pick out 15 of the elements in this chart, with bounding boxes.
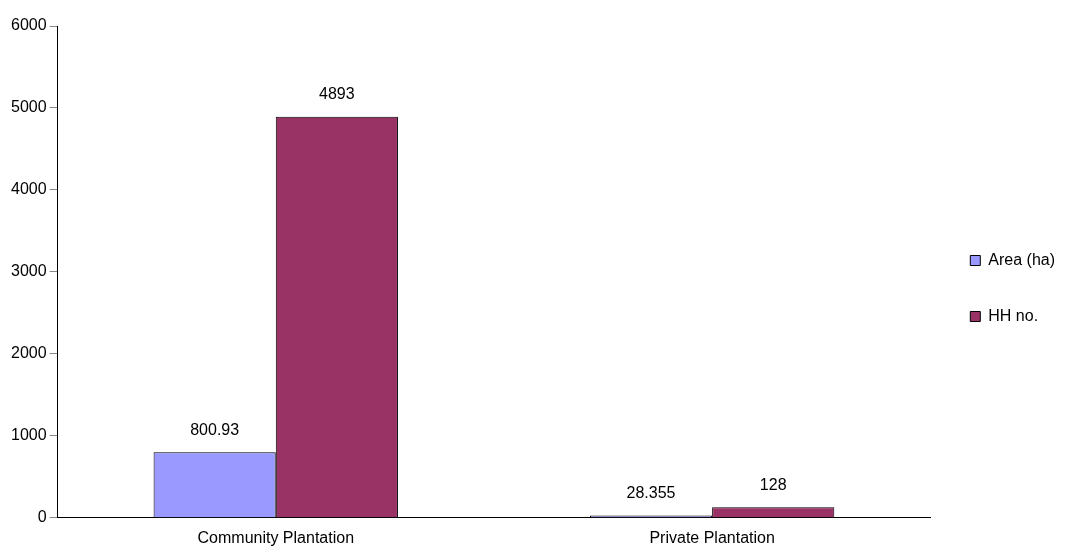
- data-label: 4893: [319, 85, 355, 103]
- legend-label: HH no.: [988, 306, 1039, 324]
- x-tick-label: Private Plantation: [649, 528, 775, 546]
- data-label: 128: [759, 475, 787, 493]
- data-label: 28.355: [626, 483, 676, 501]
- y-tick-label: 4000: [11, 180, 47, 198]
- y-tick-label: 0: [37, 508, 47, 526]
- y-tick-label: 5000: [11, 98, 47, 116]
- data-label: 800.93: [190, 420, 240, 438]
- x-tick-label: Community Plantation: [197, 528, 355, 546]
- y-tick-label: 2000: [11, 344, 47, 362]
- legend-label: Area (ha): [988, 250, 1056, 268]
- y-tick-label: 1000: [11, 426, 47, 444]
- y-tick-label: 3000: [11, 262, 47, 280]
- y-tick-label: 6000: [11, 16, 47, 34]
